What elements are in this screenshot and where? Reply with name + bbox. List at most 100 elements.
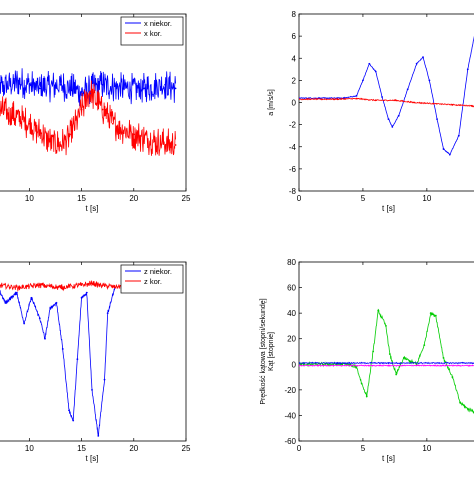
data-point: [393, 99, 396, 102]
y-tick-label: -6: [289, 165, 297, 174]
series-line-series-0: [299, 308, 474, 415]
data-point: [101, 284, 104, 287]
chart-tr: 0 5 10 -8 -6 -4 -2 0 2 4 6 8 t [s] a [m/s/s]: [268, 10, 474, 213]
data-point: [7, 112, 10, 115]
data-point: [85, 291, 88, 294]
data-point: [111, 285, 114, 288]
data-point: [415, 62, 418, 65]
data-point: [422, 56, 424, 59]
data-point: [374, 70, 377, 73]
series-line-x-niekor-: [0, 68, 176, 107]
data-point: [80, 284, 83, 286]
data-point: [442, 356, 445, 359]
y-tick-label: 40: [287, 309, 296, 318]
data-point: [365, 395, 368, 398]
x-tick-label: 15: [77, 444, 86, 453]
data-point: [174, 87, 177, 90]
x-tick-label: 5: [361, 194, 366, 203]
data-point: [97, 434, 100, 437]
data-point: [17, 80, 20, 83]
plot-frame: [298, 13, 474, 192]
data-point: [387, 362, 390, 364]
x-tick-label: 0: [297, 194, 302, 203]
data-point: [59, 83, 62, 86]
x-tick-label: 5: [361, 444, 366, 453]
y-tick-label: 80: [287, 258, 296, 267]
x-tick-label: 15: [77, 194, 86, 203]
data-point: [429, 312, 432, 315]
x-tick-label: 10: [422, 194, 431, 203]
x-tick-label: 10: [422, 444, 431, 453]
legend-entry: z niekor.: [144, 267, 172, 276]
data-point: [59, 144, 62, 146]
data-point: [80, 108, 83, 111]
x-tick-label: 25: [182, 194, 191, 203]
data-point: [49, 140, 52, 143]
data-point: [406, 88, 409, 91]
data-point: [355, 365, 358, 368]
data-point: [101, 83, 104, 86]
data-point: [101, 108, 104, 111]
data-point: [362, 79, 364, 82]
y-axis-label: Prędkość kątowa [stopni/sekundę]: [260, 298, 267, 404]
data-point: [466, 68, 469, 71]
data-point: [374, 99, 377, 102]
data-point: [387, 364, 390, 367]
legend-entry: z kor.: [144, 277, 162, 286]
x-tick-label: 10: [25, 194, 34, 203]
data-point: [70, 133, 73, 136]
data-point: [299, 362, 300, 364]
data-point: [355, 94, 358, 97]
data-point: [402, 356, 405, 359]
y-tick-label: -4: [289, 143, 297, 152]
data-point: [423, 344, 426, 347]
chart-tl: 10 15 20 25 t [s] x niekor.x kor.: [0, 13, 191, 213]
data-point: [391, 125, 394, 128]
data-point: [38, 284, 41, 286]
data-point: [38, 87, 41, 90]
data-point: [89, 90, 91, 93]
x-axis-label: t [s]: [382, 204, 395, 213]
data-point: [442, 148, 445, 150]
x-axis-label: t [s]: [382, 454, 395, 463]
y-tick-label: 0: [292, 360, 297, 369]
data-point: [387, 118, 390, 120]
legend-entry: x niekor.: [144, 19, 172, 28]
y-tick-label: 20: [287, 335, 296, 344]
data-point: [164, 83, 167, 86]
x-tick-label: 25: [182, 444, 191, 453]
y-tick-label: -40: [284, 411, 296, 420]
data-point: [38, 317, 41, 320]
x-axis-label: t [s]: [86, 204, 99, 213]
legend-box: [120, 16, 184, 46]
data-point: [76, 358, 79, 361]
data-point: [299, 98, 300, 101]
data-point: [466, 408, 469, 410]
data-point: [55, 302, 58, 304]
x-axis-label: t [s]: [86, 454, 99, 463]
data-point: [15, 291, 18, 294]
x-tick-label: 0: [297, 444, 302, 453]
y-tick-label: -60: [284, 437, 296, 446]
y-tick-label: 0: [292, 99, 297, 108]
series-group: [299, 35, 474, 157]
data-point: [360, 382, 363, 385]
data-point: [432, 102, 435, 105]
data-point: [44, 337, 46, 340]
x-tick-label: 20: [129, 194, 138, 203]
data-point: [143, 87, 146, 90]
series-line-series-1: [299, 97, 474, 108]
chart-br: 0 5 10 -60 -40 -20 0 20 40 60 80 t [s] Prędkość kąto…: [260, 258, 474, 463]
data-point: [132, 133, 135, 136]
data-point: [377, 309, 380, 312]
y-tick-label: 6: [292, 32, 297, 41]
data-point: [122, 87, 125, 90]
data-point: [68, 409, 70, 412]
y-tick-label: 2: [292, 76, 297, 85]
y-tick-label: -8: [289, 187, 297, 196]
data-point: [72, 419, 75, 422]
data-point: [49, 307, 52, 309]
x-tick-label: 10: [25, 444, 34, 453]
